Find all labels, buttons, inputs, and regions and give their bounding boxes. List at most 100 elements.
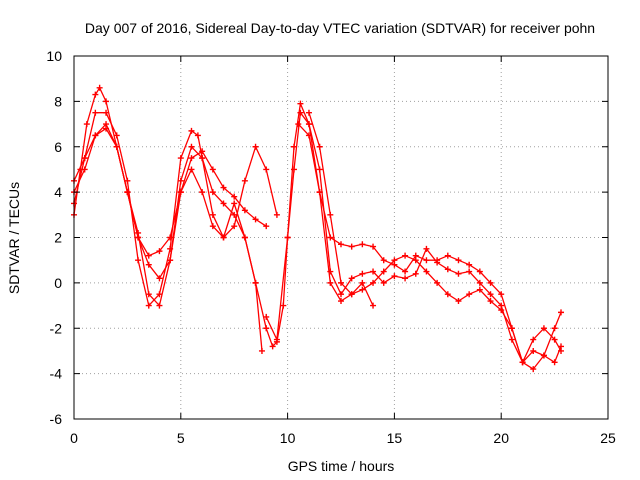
- data-point: [551, 359, 558, 366]
- data-point: [291, 143, 298, 150]
- data-point: [487, 279, 494, 286]
- data-point: [241, 177, 248, 184]
- x-tick-label: 25: [600, 430, 616, 446]
- series-5: [263, 100, 565, 373]
- data-point: [199, 189, 206, 196]
- series-trace: [73, 127, 278, 279]
- data-point: [263, 325, 270, 332]
- data-point: [295, 121, 302, 128]
- data-point: [370, 302, 377, 309]
- data-point: [444, 266, 451, 273]
- data-point: [530, 347, 537, 354]
- data-point: [476, 286, 483, 293]
- data-point: [124, 189, 131, 196]
- chart-title: Day 007 of 2016, Sidereal Day-to-day VTE…: [85, 20, 595, 36]
- data-point: [209, 223, 216, 230]
- data-point: [359, 279, 366, 286]
- data-point: [252, 279, 259, 286]
- data-point: [103, 98, 110, 105]
- x-tick-label: 15: [387, 430, 403, 446]
- data-point: [327, 211, 334, 218]
- data-point: [273, 336, 280, 343]
- data-point: [103, 109, 110, 116]
- data-point: [220, 234, 227, 241]
- data-point: [188, 143, 195, 150]
- data-point: [83, 121, 90, 128]
- y-tick-label: 2: [54, 230, 62, 246]
- data-point: [327, 268, 334, 275]
- data-point: [231, 211, 238, 218]
- data-point: [263, 166, 270, 173]
- data-point: [316, 166, 323, 173]
- data-point: [466, 261, 473, 268]
- data-point: [92, 91, 99, 98]
- data-point: [455, 270, 462, 277]
- data-point: [359, 286, 366, 293]
- data-point: [551, 336, 558, 343]
- data-point: [402, 252, 409, 259]
- data-point: [487, 291, 494, 298]
- data-point: [113, 143, 120, 150]
- data-point: [263, 223, 270, 230]
- data-point: [81, 155, 88, 162]
- data-point: [476, 279, 483, 286]
- data-point: [280, 302, 287, 309]
- data-point: [199, 155, 206, 162]
- data-point: [220, 184, 227, 191]
- x-tick-label: 5: [177, 430, 185, 446]
- data-point: [434, 279, 441, 286]
- data-point: [498, 307, 505, 314]
- data-point: [167, 234, 174, 241]
- data-point: [81, 166, 88, 173]
- data-point: [284, 234, 291, 241]
- data-point: [273, 211, 280, 218]
- data-point: [209, 166, 216, 173]
- series-trace: [73, 112, 263, 351]
- y-axis-ticks: -6 -4 -2 0 2 4 6 8 10: [46, 48, 608, 427]
- data-point: [269, 343, 276, 350]
- y-tick-label: 8: [54, 93, 62, 109]
- data-point: [135, 257, 142, 264]
- data-point: [327, 279, 334, 286]
- data-point: [316, 143, 323, 150]
- x-axis-label: GPS time / hours: [288, 458, 395, 474]
- data-point: [558, 309, 565, 316]
- y-tick-label: -2: [50, 320, 63, 336]
- data-point: [423, 268, 430, 275]
- data-point: [348, 243, 355, 250]
- data-point: [338, 298, 344, 305]
- x-tick-label: 0: [70, 430, 78, 446]
- data-point: [402, 275, 409, 282]
- data-point: [252, 216, 259, 223]
- series-1: [71, 84, 270, 259]
- data-point: [231, 200, 238, 207]
- data-point: [103, 121, 110, 128]
- series-4: [71, 109, 377, 350]
- data-point: [530, 366, 537, 373]
- data-point: [540, 325, 547, 332]
- series-trace: [265, 102, 562, 370]
- x-axis-ticks: 0 5 10 15 20 25: [70, 56, 616, 446]
- data-point: [220, 200, 227, 207]
- data-point: [135, 229, 142, 236]
- y-tick-label: 4: [54, 184, 62, 200]
- data-point: [145, 291, 152, 298]
- data-point: [96, 84, 103, 91]
- y-axis-label: SDTVAR / TECUs: [6, 182, 22, 294]
- data-point: [188, 127, 195, 134]
- data-point: [258, 347, 265, 354]
- data-point: [466, 291, 473, 298]
- data-point: [316, 189, 323, 196]
- data-point: [297, 100, 304, 107]
- data-point: [145, 261, 152, 268]
- data-point: [558, 343, 565, 350]
- data-point: [455, 257, 462, 264]
- data-point: [391, 273, 398, 280]
- data-point: [370, 243, 377, 250]
- data-point: [498, 291, 505, 298]
- data-point: [177, 177, 184, 184]
- data-point: [466, 268, 473, 275]
- series-6: [295, 121, 565, 366]
- data-point: [177, 155, 184, 162]
